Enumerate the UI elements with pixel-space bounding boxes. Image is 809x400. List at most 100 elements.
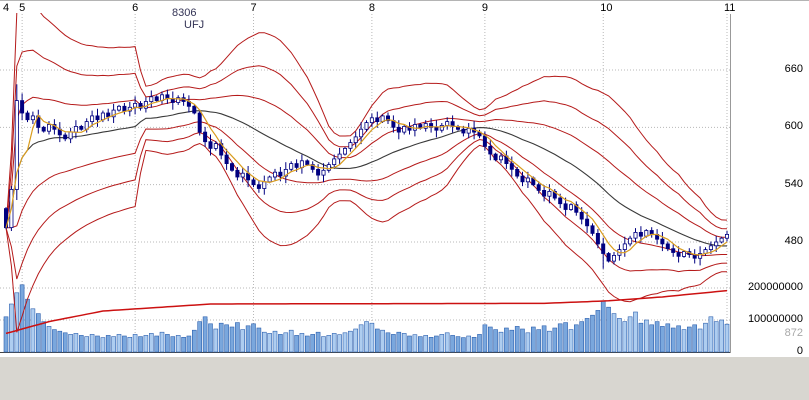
candle-body [536,184,541,191]
volume-bar [14,292,20,353]
volume-bar [412,334,418,353]
volume-bar [294,335,299,353]
candle-body [100,112,105,121]
candle-body [714,241,719,247]
candle-body [256,184,261,189]
candle-body [628,237,633,245]
candle-body [558,197,563,205]
candle-body [649,230,654,235]
candle-body [278,171,283,177]
candle-body [396,126,401,133]
candle-body [321,169,326,176]
volume-bar [396,331,402,353]
volume-bar [116,334,122,353]
volume-bar [525,332,531,353]
volume-bar [251,323,256,353]
candle-body [612,254,617,262]
candle-body [385,115,390,122]
volume-bar [509,329,515,353]
candle-body [192,105,197,114]
volume-bar [681,329,687,353]
candle-body [585,218,590,227]
volume-bar [498,331,504,353]
volume-bar [3,316,9,353]
candle-body [725,233,730,239]
candle-body [149,96,154,103]
volume-bar [326,335,332,353]
volume-bar [46,326,52,353]
volume-bar [62,332,68,353]
candle-body [423,123,428,129]
volume-bar [342,332,348,353]
volume-bar [665,323,671,353]
volume-bar [348,330,353,353]
volume-bar [288,329,294,353]
candle-body [272,171,277,178]
candle-body [342,147,347,155]
candle-body [240,172,245,178]
candle-body [364,122,369,130]
candle-body [106,112,111,118]
volume-bar [283,332,289,353]
volume-bar [568,329,574,353]
volume-bar [122,335,127,353]
volume-bar [170,336,176,353]
volume-bar [600,300,606,353]
candle-body [197,112,202,133]
volume-bar [165,334,170,353]
volume-bar [154,335,159,353]
volume-bar [229,326,235,353]
volume-bar [611,313,617,353]
volume-bar [692,324,698,353]
volume-bar [584,318,590,353]
candle-body [4,208,9,229]
candle-body [590,225,595,234]
volume-bar [159,331,165,353]
ticker-name: UFJ [184,19,205,31]
volume-bar [401,333,407,353]
volume-bar [455,336,461,353]
volume-bar [444,332,450,353]
candle-body [682,251,687,257]
candle-body [41,126,46,132]
volume-bar [670,327,676,353]
volume-bar [138,336,143,353]
candle-body [407,126,412,131]
volume-bar [353,328,359,353]
candle-body [542,189,547,197]
volume-bar [105,335,111,353]
volume-bar [299,333,305,353]
volume-bar [30,308,36,353]
volume-bar [202,316,208,353]
candle-body [68,131,73,140]
candle-body [633,231,638,239]
volume-bar [633,311,638,353]
bollinger-bands [5,13,728,333]
volume-bar [197,321,202,353]
volume-bar [95,335,100,353]
lower-band-line [5,131,728,280]
candle-body [143,101,148,109]
candle-body [289,163,294,170]
candle-body [434,126,439,131]
volume-bar [606,306,611,353]
volume-bar [218,322,224,353]
volume-bar [439,334,445,353]
volume-bar [57,330,63,353]
candle-body [402,126,407,133]
volume-bar [84,336,89,353]
volume-bars [3,284,730,353]
candle-body [665,243,670,250]
candle-body [461,128,466,134]
volume-bar [466,335,472,353]
volume-bar [423,335,429,353]
volume-bar [256,327,262,353]
volume-bar [708,316,714,353]
candle-body [176,97,181,103]
candle-body [638,231,643,237]
candle-body [445,121,450,126]
candle-body [606,253,611,262]
volume-bar [520,328,525,353]
